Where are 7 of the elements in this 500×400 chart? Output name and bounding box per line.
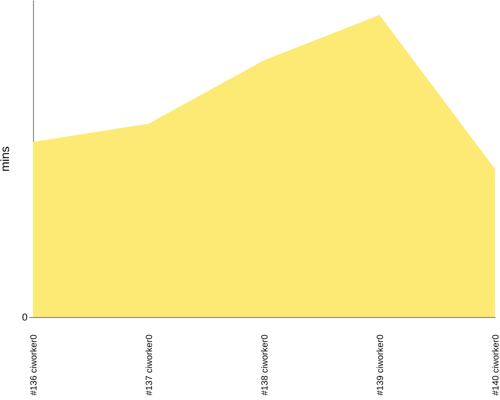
- text: 0: [22, 312, 28, 324]
- y-axis-title: mins: [0, 146, 12, 172]
- x-tick-label: #137 ciworker0: [144, 334, 154, 396]
- x-tick-label: #138 ciworker0: [260, 334, 270, 396]
- x-tick-label: #139 ciworker0: [375, 334, 385, 396]
- x-tick-label: #136 ciworker0: [28, 334, 38, 396]
- x-tick-label: #140 ciworker0: [490, 334, 500, 396]
